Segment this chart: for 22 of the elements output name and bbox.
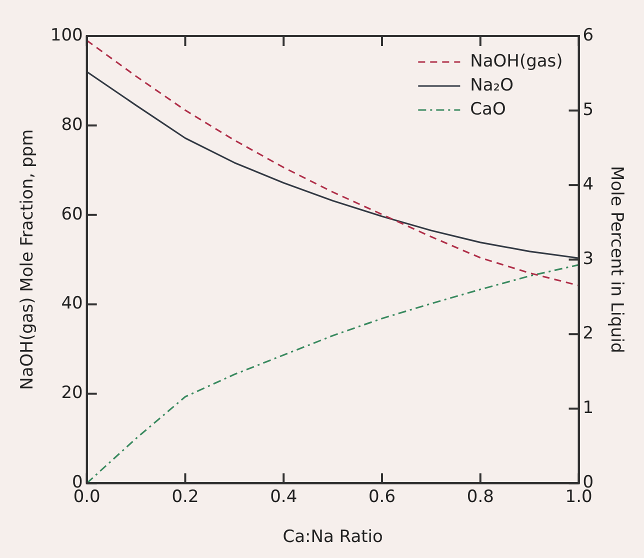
line-series [86,40,579,286]
legend-label: CaO [470,99,506,120]
y2-tick-label: 1 [582,398,594,418]
legend-label: NaOH(gas) [470,51,563,72]
y-tick-label: 40 [61,294,83,314]
y-tick-label: 100 [50,25,83,46]
y2-axis-title: Mole Percent in Liquid [606,166,626,354]
y2-tick-label: 4 [582,174,594,194]
y2-tick-label: 3 [582,249,594,270]
y2-tick-label: 6 [582,25,594,46]
y-tick-label: 60 [61,204,83,224]
y2-tick-label: 5 [582,100,594,120]
x-tick-label: 0.4 [270,486,298,507]
y-tick-label: 20 [61,383,83,404]
y-tick-label: 80 [61,114,83,135]
legend-label: Na₂O [470,75,514,96]
x-axis-title: Ca:Na Ratio [282,527,383,548]
y-axis-title: NaOH(gas) Mole Fraction, ppm [18,129,38,390]
x-tick-label: 0.2 [172,486,199,507]
y2-tick-label: 2 [582,324,594,344]
x-tick-label: 0.6 [368,486,396,507]
x-tick-label: 0.8 [466,486,494,507]
